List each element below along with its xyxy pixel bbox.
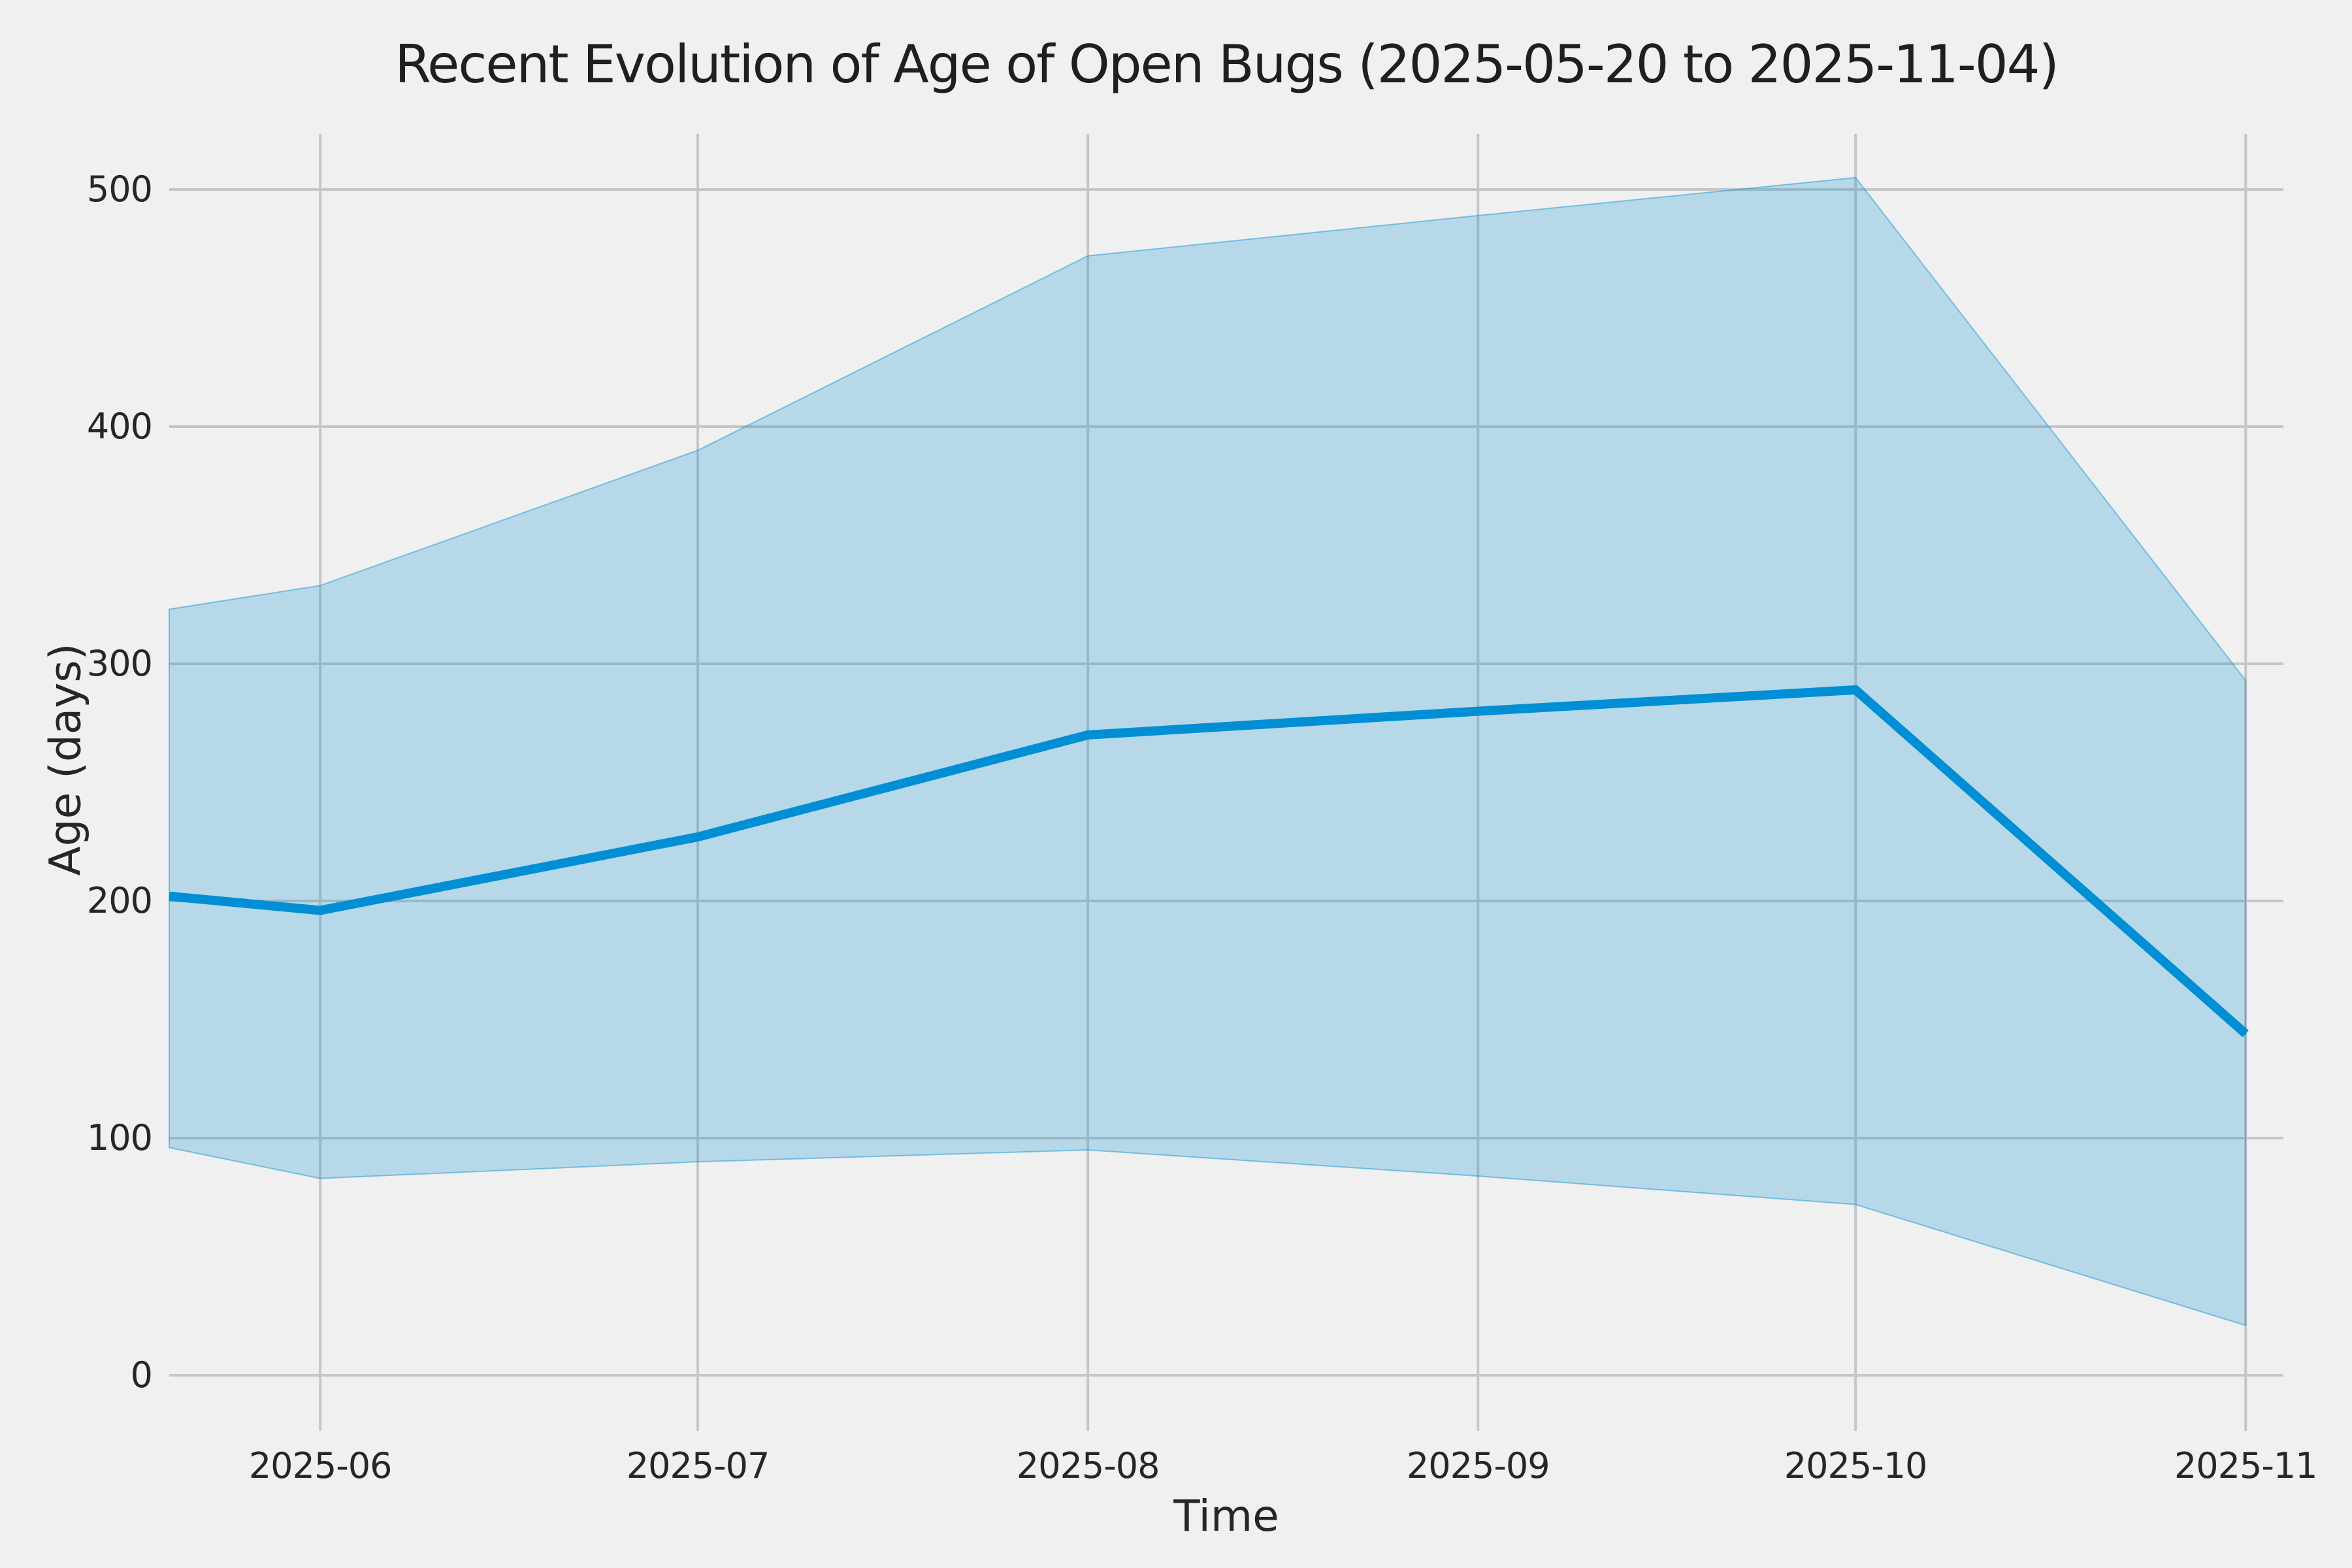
x-tick-label: 2025-07 <box>627 1445 770 1486</box>
y-tick-label: 0 <box>131 1354 152 1396</box>
x-tick-label: 2025-09 <box>1407 1445 1550 1486</box>
mean-line <box>169 685 2249 1037</box>
y-tick-label: 100 <box>87 1117 152 1158</box>
x-tick-label: 2025-08 <box>1017 1445 1160 1486</box>
x-tick-label: 2025-10 <box>1784 1445 1927 1486</box>
y-tick-label: 200 <box>87 880 152 921</box>
x-tick-label: 2025-06 <box>249 1445 392 1486</box>
x-tick-label: 2025-11 <box>2174 1445 2317 1486</box>
confidence-band <box>169 176 2247 1327</box>
y-axis-label: Age (days) <box>40 643 91 876</box>
y-tick-label: 400 <box>87 406 152 447</box>
y-tick-label: 300 <box>87 643 152 684</box>
chart-title: Recent Evolution of Age of Open Bugs (20… <box>395 34 2059 95</box>
x-axis-label: Time <box>1173 1491 1279 1541</box>
y-tick-label: 500 <box>87 169 152 210</box>
